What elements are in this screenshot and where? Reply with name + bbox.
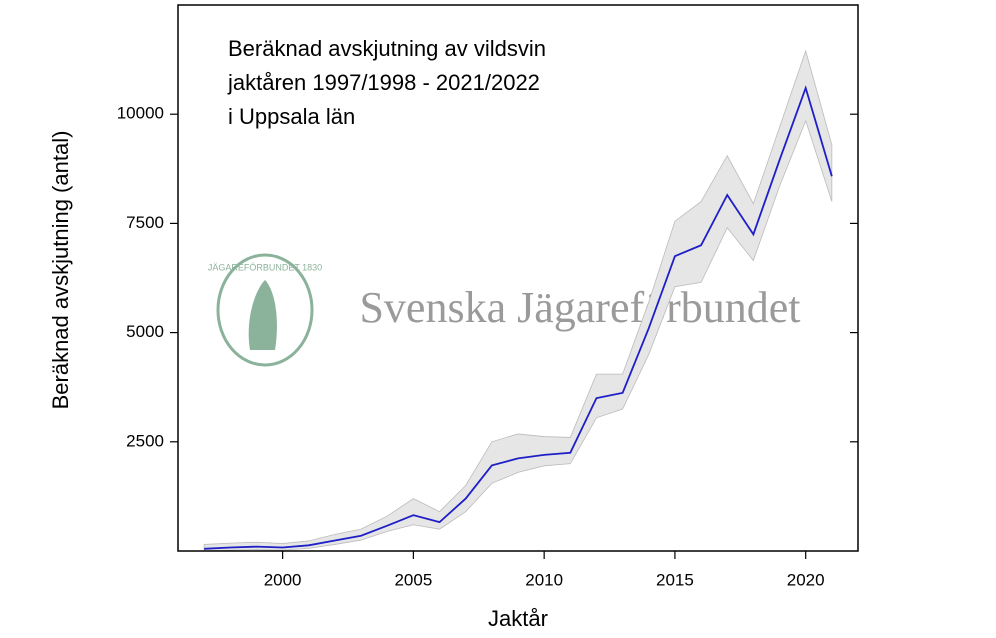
x-axis-label: Jaktår (488, 606, 548, 631)
title-line: Beräknad avskjutning av vildsvin (228, 36, 546, 61)
x-tick-label: 2005 (394, 570, 432, 589)
confidence-band (203, 49, 833, 552)
title-line: i Uppsala län (228, 104, 355, 129)
x-tick-label: 2020 (787, 570, 825, 589)
y-tick-label: 2500 (126, 431, 164, 450)
watermark: Svenska Jägareförbundet (359, 283, 800, 332)
logo-text: JÄGAREFÖRBUNDET 1830 (208, 262, 322, 272)
logo-ring (216, 253, 314, 367)
x-tick-label: 2015 (656, 570, 694, 589)
plot (203, 49, 833, 552)
y-axis-label: Beräknad avskjutning (antal) (48, 131, 73, 410)
plot-frame (177, 4, 859, 552)
logo-eagle (248, 280, 277, 350)
y-tick-label: 10000 (117, 104, 164, 123)
y-tick-label: 5000 (126, 322, 164, 341)
x-tick-label: 2010 (525, 570, 563, 589)
line (204, 85, 833, 550)
y-tick-label: 7500 (126, 213, 164, 232)
title-line: jaktåren 1997/1998 - 2021/2022 (227, 70, 540, 95)
logo: JÄGAREFÖRBUNDET 1830 (208, 253, 322, 367)
x-tick-label: 2000 (264, 570, 302, 589)
